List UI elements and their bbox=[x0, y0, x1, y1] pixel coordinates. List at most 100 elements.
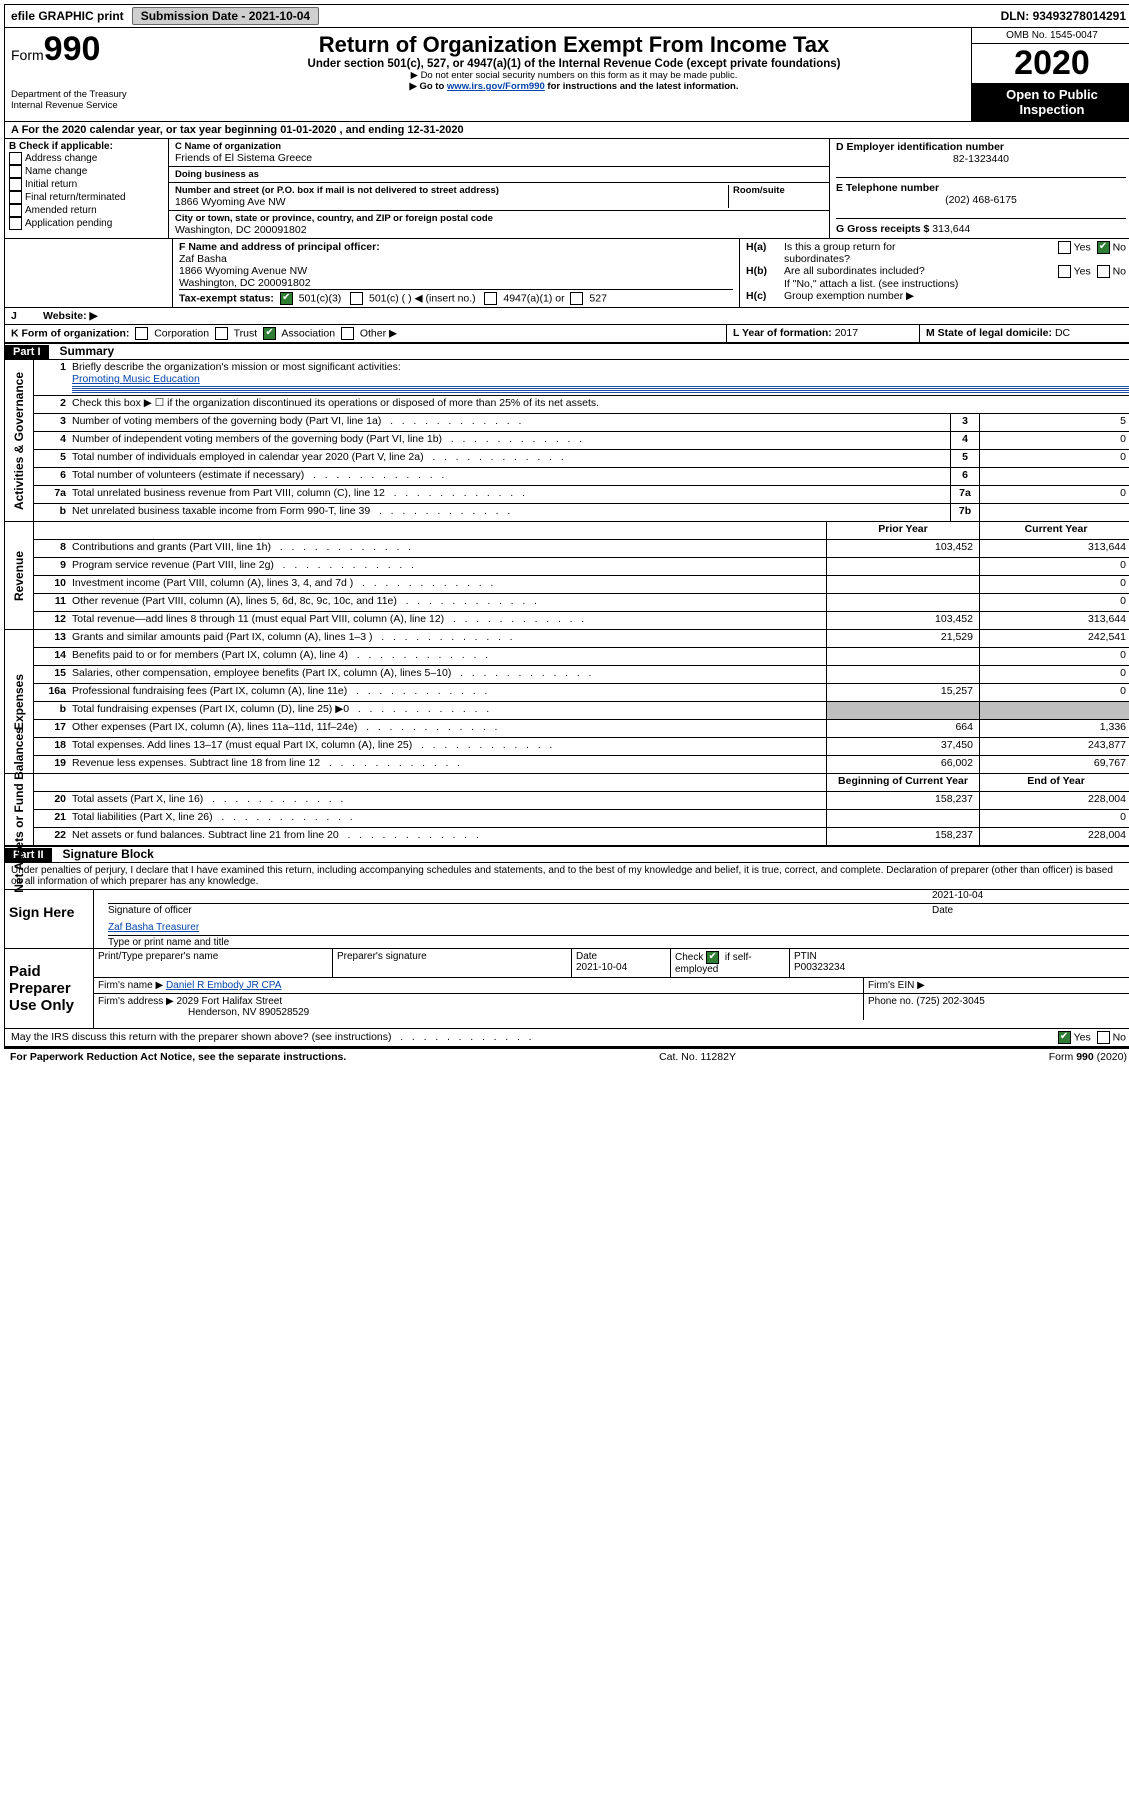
cb-ha-yes[interactable] bbox=[1058, 241, 1071, 254]
end-year-hdr: End of Year bbox=[979, 774, 1129, 791]
room-label: Room/suite bbox=[733, 185, 823, 196]
cb-corp[interactable] bbox=[135, 327, 148, 340]
cb-527[interactable] bbox=[570, 292, 583, 305]
section-note: Under section 501(c), 527, or 4947(a)(1)… bbox=[183, 58, 965, 70]
goto-note: ▶ Go to www.irs.gov/Form990 for instruct… bbox=[183, 81, 965, 92]
cb-app-pending[interactable] bbox=[9, 217, 22, 230]
org-name-label: C Name of organization bbox=[175, 141, 823, 152]
cb-4947[interactable] bbox=[484, 292, 497, 305]
governance-section: Activities & Governance 1 Briefly descri… bbox=[5, 360, 1129, 522]
box-c: C Name of organization Friends of El Sis… bbox=[169, 139, 829, 238]
cb-name-change[interactable] bbox=[9, 165, 22, 178]
officer-label: F Name and address of principal officer: bbox=[179, 241, 733, 253]
prep-sig-hdr: Preparer's signature bbox=[333, 949, 572, 977]
city-state-zip: Washington, DC 200091802 bbox=[175, 224, 823, 236]
firm-name[interactable]: Daniel R Embody JR CPA bbox=[166, 980, 281, 991]
efile-label: efile GRAPHIC print bbox=[5, 7, 130, 25]
form-ref: Form 990 (2020) bbox=[1049, 1051, 1127, 1063]
group-exemption: Group exemption number ▶ bbox=[784, 290, 914, 302]
mission-label: Briefly describe the organization's miss… bbox=[72, 361, 401, 373]
website-label: Website: ▶ bbox=[37, 308, 104, 324]
cb-hb-no[interactable] bbox=[1097, 265, 1110, 278]
cb-501c[interactable] bbox=[350, 292, 363, 305]
cb-discuss-yes[interactable] bbox=[1058, 1031, 1071, 1044]
state-domicile: DC bbox=[1055, 327, 1070, 339]
cb-other[interactable] bbox=[341, 327, 354, 340]
netassets-label: Net Assets or Fund Balances bbox=[5, 774, 34, 845]
ssn-note: Do not enter social security numbers on … bbox=[183, 70, 965, 81]
cb-address-change[interactable] bbox=[9, 152, 22, 165]
page-footer: For Paperwork Reduction Act Notice, see … bbox=[4, 1048, 1129, 1065]
name-title-label: Type or print name and title bbox=[108, 935, 1129, 948]
curr-year-hdr: Current Year bbox=[979, 522, 1129, 539]
cb-initial-return[interactable] bbox=[9, 178, 22, 191]
prep-phone: (725) 202-3045 bbox=[916, 996, 984, 1007]
form-title-block: Return of Organization Exempt From Incom… bbox=[177, 28, 971, 121]
tax-year: 2020 bbox=[972, 44, 1129, 83]
city-label: City or town, state or province, country… bbox=[175, 213, 823, 224]
form-container: efile GRAPHIC print Submission Date - 20… bbox=[4, 4, 1129, 1048]
prior-year-hdr: Prior Year bbox=[826, 522, 979, 539]
netassets-section: Net Assets or Fund Balances Beginning of… bbox=[5, 774, 1129, 846]
prep-name-hdr: Print/Type preparer's name bbox=[94, 949, 333, 977]
h-note: If "No," attach a list. (see instruction… bbox=[746, 278, 1126, 290]
year-formation: 2017 bbox=[835, 327, 858, 339]
beg-year-hdr: Beginning of Current Year bbox=[826, 774, 979, 791]
ptin: P00323234 bbox=[794, 962, 845, 973]
cb-discuss-no[interactable] bbox=[1097, 1031, 1110, 1044]
part1-header: Part I Summary bbox=[5, 343, 1129, 360]
cb-501c3[interactable] bbox=[280, 292, 293, 305]
street-addr: 1866 Wyoming Ave NW bbox=[175, 196, 728, 208]
cat-no: Cat. No. 11282Y bbox=[659, 1051, 736, 1063]
entity-block: B Check if applicable: Address change Na… bbox=[5, 139, 1129, 239]
paid-prep-label: Paid Preparer Use Only bbox=[5, 949, 93, 1028]
phone-label: E Telephone number bbox=[836, 182, 1126, 194]
box-b-header: B Check if applicable: bbox=[9, 141, 164, 152]
irs: Internal Revenue Service bbox=[11, 100, 171, 111]
row-j: J Website: ▶ bbox=[5, 308, 1129, 325]
revenue-label: Revenue bbox=[5, 522, 34, 629]
dba-label: Doing business as bbox=[175, 169, 823, 180]
cb-self-employed[interactable] bbox=[706, 951, 719, 964]
officer-name: Zaf Basha bbox=[179, 253, 733, 265]
form-header: Form990 Department of the Treasury Inter… bbox=[5, 28, 1129, 122]
governance-label: Activities & Governance bbox=[5, 360, 34, 521]
discuss-row: May the IRS discuss this return with the… bbox=[5, 1029, 1129, 1047]
cb-trust[interactable] bbox=[215, 327, 228, 340]
officer-addr1: 1866 Wyoming Avenue NW bbox=[179, 265, 733, 277]
paid-preparer-section: Paid Preparer Use Only Print/Type prepar… bbox=[5, 949, 1129, 1029]
mission-text[interactable]: Promoting Music Education bbox=[72, 373, 200, 385]
gross-label: G Gross receipts $ bbox=[836, 223, 932, 235]
revenue-section: Revenue Prior Year Current Year 8Contrib… bbox=[5, 522, 1129, 630]
box-b: B Check if applicable: Address change Na… bbox=[5, 139, 169, 238]
cb-amended[interactable] bbox=[9, 204, 22, 217]
dln: DLN: 93493278014291 bbox=[995, 7, 1129, 25]
ein: 82-1323440 bbox=[836, 153, 1126, 165]
officer-addr2: Washington, DC 200091802 bbox=[179, 277, 733, 289]
cb-assoc[interactable] bbox=[263, 327, 276, 340]
expenses-section: Expenses 13Grants and similar amounts pa… bbox=[5, 630, 1129, 774]
part2-header: Part II Signature Block bbox=[5, 846, 1129, 863]
form-title: Return of Organization Exempt From Incom… bbox=[183, 30, 965, 58]
year-block: OMB No. 1545-0047 2020 Open to Public In… bbox=[971, 28, 1129, 121]
box-d-e-g: D Employer identification number 82-1323… bbox=[829, 139, 1129, 238]
date-label: Date bbox=[932, 903, 1129, 916]
row-k-l-m: K Form of organization: Corporation Trus… bbox=[5, 325, 1129, 343]
perjury-text: Under penalties of perjury, I declare th… bbox=[5, 863, 1129, 890]
cb-ha-no[interactable] bbox=[1097, 241, 1110, 254]
sign-here-label: Sign Here bbox=[5, 890, 93, 948]
cb-final-return[interactable] bbox=[9, 191, 22, 204]
tax-status-label: Tax-exempt status: bbox=[179, 292, 274, 304]
submission-date-button[interactable]: Submission Date - 2021-10-04 bbox=[132, 7, 319, 25]
officer-name-link[interactable]: Zaf Basha Treasurer bbox=[108, 922, 199, 933]
paperwork-notice: For Paperwork Reduction Act Notice, see … bbox=[10, 1051, 346, 1063]
addr-label: Number and street (or P.O. box if mail i… bbox=[175, 185, 728, 196]
sig-officer-label: Signature of officer bbox=[108, 903, 932, 916]
org-name: Friends of El Sistema Greece bbox=[175, 152, 823, 164]
form990-link[interactable]: www.irs.gov/Form990 bbox=[447, 81, 545, 92]
omb-number: OMB No. 1545-0047 bbox=[972, 28, 1129, 44]
phone: (202) 468-6175 bbox=[836, 194, 1126, 206]
cb-hb-yes[interactable] bbox=[1058, 265, 1071, 278]
sign-here-section: Sign Here Signature of officer 2021-10-0… bbox=[5, 890, 1129, 949]
open-inspection: Open to Public Inspection bbox=[972, 83, 1129, 121]
